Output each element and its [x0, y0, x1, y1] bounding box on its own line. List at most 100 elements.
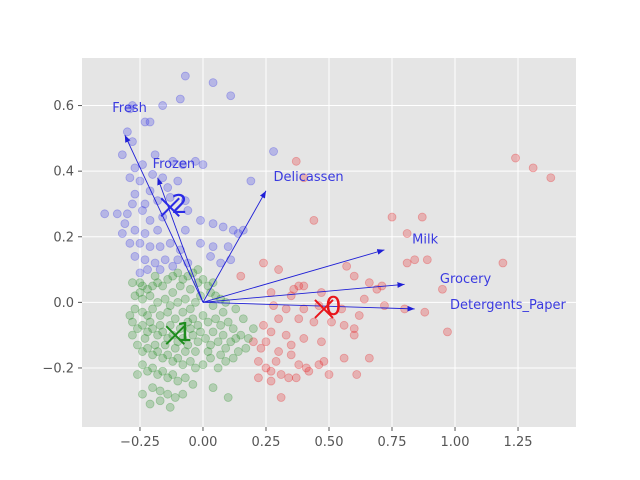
cluster-0-point — [339, 320, 349, 330]
cluster-0-point — [261, 363, 271, 373]
cluster-2-point — [173, 255, 183, 265]
cluster-1-point — [128, 278, 137, 288]
cluster-1-point — [208, 383, 218, 393]
cluster-1-point — [185, 284, 195, 294]
cluster-2-point — [150, 150, 160, 160]
cluster-2-point — [120, 219, 130, 229]
cluster-1-point — [138, 281, 147, 291]
cluster-1-point — [168, 330, 178, 340]
cluster-1-point — [193, 265, 203, 274]
cluster-2-point — [125, 173, 135, 183]
cluster-2-point — [140, 255, 150, 265]
cluster-1-point — [145, 291, 155, 301]
cluster-2-point — [135, 176, 145, 186]
cluster-0-point — [271, 356, 281, 366]
cluster-0-point — [284, 373, 294, 383]
cluster-1-point — [173, 353, 183, 363]
cluster-0-point — [352, 370, 362, 379]
cluster-center-0: 0 — [314, 292, 342, 322]
cluster-1-point — [228, 324, 238, 334]
cluster-1-point — [203, 317, 213, 327]
cluster-0-point — [266, 376, 276, 386]
cluster-0-point — [269, 301, 278, 311]
cluster-2-point — [145, 117, 155, 127]
cluster-2-point — [246, 176, 256, 186]
cluster-1-point — [185, 356, 195, 366]
cluster-1-point — [180, 294, 190, 304]
cluster-1-point — [168, 356, 178, 366]
cluster-2-point — [130, 252, 140, 261]
cluster-1-point — [198, 311, 208, 320]
cluster-1-point — [148, 324, 157, 334]
cluster-0-point — [339, 353, 349, 363]
cluster-0-point — [528, 163, 538, 173]
cluster-2-point — [158, 173, 168, 183]
cluster-2-point — [165, 238, 175, 248]
cluster-1-point — [155, 320, 165, 330]
cluster-0-point — [327, 317, 336, 327]
cluster-1-point — [206, 340, 215, 350]
cluster-1-point — [175, 324, 185, 334]
cluster-2-point — [150, 258, 160, 268]
x-tick-label: 0.75 — [378, 435, 407, 450]
cluster-0-point — [294, 314, 304, 324]
cluster-1-point — [218, 307, 228, 317]
cluster-2-point — [117, 229, 127, 238]
cluster-0-point — [276, 370, 286, 379]
cluster-1-point — [180, 347, 190, 356]
cluster-1-point — [216, 350, 226, 360]
x-tick-label: 0.50 — [315, 435, 344, 450]
cluster-0-point — [259, 258, 268, 268]
cluster-2-point — [218, 222, 228, 232]
cluster-0-point — [359, 294, 369, 304]
cluster-2-point — [130, 189, 140, 199]
loading-arrow-fresh — [124, 134, 204, 303]
cluster-0-point — [443, 327, 452, 337]
cluster-1-point — [148, 304, 157, 314]
loading-arrows: Fresh Frozen Delicassen Milk Grocery Detergen… — [112, 101, 566, 313]
cluster-1-point — [178, 307, 188, 317]
cluster-2-point — [100, 209, 110, 219]
cluster-1-point — [155, 396, 165, 406]
cluster-1-point — [173, 297, 183, 307]
cluster-2-point — [140, 117, 150, 127]
cluster-1-point — [173, 376, 183, 386]
cluster-0-point — [254, 356, 263, 366]
cluster-0-point — [236, 271, 246, 281]
cluster-2-point — [269, 147, 278, 156]
cluster-2-point — [226, 255, 236, 265]
cluster-1-point — [223, 317, 233, 327]
cluster-0-point — [349, 330, 359, 340]
loading-label-milk: Milk — [412, 232, 438, 247]
cluster-0-point — [291, 373, 301, 383]
cluster-2-point — [128, 101, 137, 110]
cluster-0-point — [546, 173, 556, 183]
cluster-2-point — [168, 261, 178, 271]
cluster-0-point — [259, 320, 268, 330]
cluster-0-point — [281, 304, 291, 314]
cluster-2-point — [175, 94, 185, 104]
cluster-0-point — [314, 360, 324, 370]
cluster-1-point — [183, 317, 193, 327]
cluster-1-point — [223, 393, 233, 402]
cluster-2-point — [223, 242, 233, 252]
y-tick-label: 0.6 — [53, 99, 74, 114]
cluster-0-point — [274, 314, 283, 324]
cluster-2-point — [198, 160, 208, 170]
cluster-1-point — [163, 307, 173, 317]
cluster-1-point — [158, 366, 168, 376]
cluster-2-point — [153, 196, 163, 206]
cluster-2-point — [180, 196, 190, 206]
y-axis-ticks: −0.2 0.0 0.2 0.4 0.6 — [42, 99, 82, 376]
cluster-1-point — [133, 340, 142, 350]
cluster-0-point — [294, 360, 304, 370]
cluster-1-point — [153, 278, 163, 288]
cluster-center-label-2: 2 — [171, 190, 188, 220]
cluster-0-point — [438, 284, 447, 294]
cluster-0-point — [286, 291, 296, 301]
cluster-1-point — [218, 330, 228, 340]
cluster-1-point — [135, 288, 145, 297]
cluster-center-label-0: 0 — [325, 292, 342, 322]
cluster-1-point — [173, 268, 183, 278]
cluster-1-point — [170, 314, 180, 324]
